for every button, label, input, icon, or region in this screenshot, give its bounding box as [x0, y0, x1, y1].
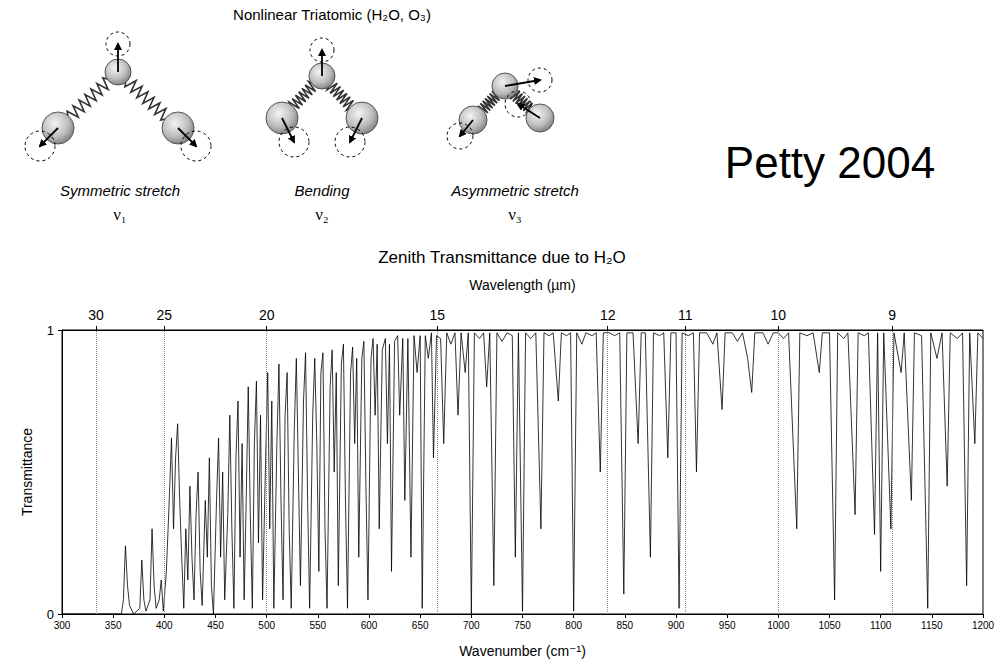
- svg-text:Wavenumber (cm⁻¹): Wavenumber (cm⁻¹): [459, 643, 586, 659]
- svg-text:Bending: Bending: [294, 182, 350, 199]
- svg-text:ν₃: ν₃: [508, 205, 522, 224]
- svg-text:1100: 1100: [870, 620, 892, 631]
- svg-text:700: 700: [463, 620, 480, 631]
- svg-text:350: 350: [105, 620, 122, 631]
- svg-text:Symmetric stretch: Symmetric stretch: [60, 182, 180, 199]
- svg-text:950: 950: [719, 620, 736, 631]
- svg-text:650: 650: [412, 620, 429, 631]
- svg-text:1150: 1150: [921, 620, 943, 631]
- svg-text:1: 1: [47, 323, 54, 338]
- svg-text:1000: 1000: [767, 620, 790, 631]
- svg-text:20: 20: [259, 307, 275, 323]
- svg-text:15: 15: [429, 307, 445, 323]
- svg-text:ν₁: ν₁: [113, 205, 127, 224]
- svg-text:Nonlinear Triatomic (H₂O, O₃: Nonlinear Triatomic (H₂O, O₃): [233, 6, 431, 23]
- svg-text:400: 400: [156, 620, 173, 631]
- svg-text:Zenith Transmittance due to H₂: Zenith Transmittance due to H₂O: [378, 248, 626, 267]
- svg-text:0: 0: [46, 606, 54, 622]
- svg-text:1050: 1050: [818, 620, 841, 631]
- svg-text:Transmittance: Transmittance: [19, 428, 35, 516]
- svg-text:9: 9: [888, 307, 896, 323]
- svg-text:Petty 2004: Petty 2004: [725, 138, 935, 187]
- svg-text:750: 750: [514, 620, 531, 631]
- svg-text:1200: 1200: [972, 620, 995, 631]
- svg-text:10: 10: [771, 307, 787, 323]
- svg-text:30: 30: [88, 307, 104, 323]
- svg-text:800: 800: [565, 620, 582, 631]
- svg-text:300: 300: [54, 620, 71, 631]
- svg-text:850: 850: [616, 620, 633, 631]
- svg-text:900: 900: [668, 620, 685, 631]
- svg-text:ν₂: ν₂: [315, 205, 329, 224]
- svg-text:12: 12: [600, 307, 616, 323]
- svg-text:Asymmetric stretch: Asymmetric stretch: [450, 182, 579, 199]
- svg-text:500: 500: [258, 620, 275, 631]
- svg-text:11: 11: [678, 307, 693, 323]
- svg-text:600: 600: [361, 620, 378, 631]
- svg-text:25: 25: [157, 307, 173, 323]
- svg-text:550: 550: [309, 620, 326, 631]
- svg-text:450: 450: [207, 620, 224, 631]
- svg-text:Wavelength (µm): Wavelength (µm): [469, 277, 575, 293]
